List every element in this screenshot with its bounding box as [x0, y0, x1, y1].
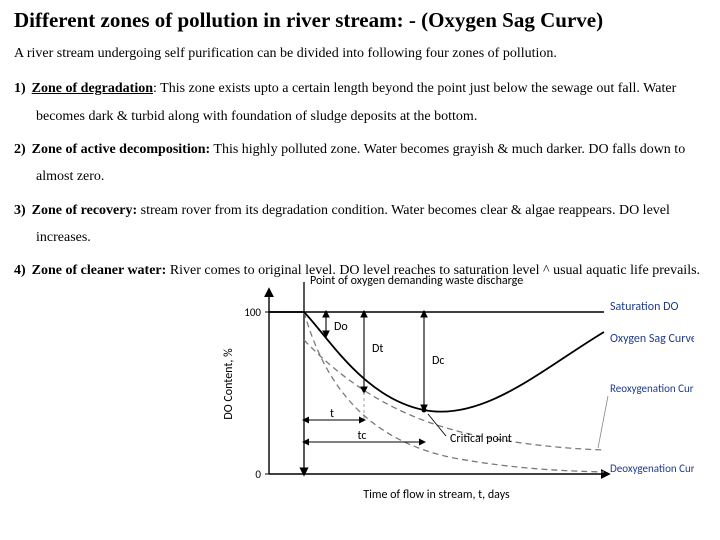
- sag-label: Oxygen Sag Curve: [610, 332, 694, 346]
- chart-svg: 0 100 DO Content, % Time of flow in stream,…: [214, 272, 694, 507]
- zone-label: Zone of recovery:: [32, 203, 137, 218]
- saturation-label: Saturation DO: [610, 300, 678, 314]
- list-item: 2)Zone of active decomposition: This hig…: [14, 136, 706, 191]
- oxygen-sag-chart: 0 100 DO Content, % Time of flow in stream,…: [214, 272, 694, 507]
- time-label-t: t: [330, 407, 334, 421]
- item-number: 2): [14, 142, 26, 157]
- critical-point-label: Critical point: [450, 432, 512, 446]
- time-label-tc: tc: [358, 429, 367, 443]
- page-title: Different zones of pollution in river st…: [14, 8, 706, 33]
- list-item: 3)Zone of recovery: stream rover from it…: [14, 197, 706, 252]
- x-axis-label: Time of flow in stream, t, days: [363, 488, 510, 502]
- deficit-label-Do: Do: [334, 320, 348, 334]
- zone-label: Zone of active decomposition:: [32, 142, 210, 157]
- item-number: 1): [14, 81, 26, 96]
- reoxy-label: Reoxygenation Curve: [610, 382, 694, 395]
- intro-text: A river stream undergoing self purificat…: [14, 43, 706, 65]
- item-number: 4): [14, 263, 26, 278]
- item-number: 3): [14, 203, 26, 218]
- discharge-label: Point of oxygen demanding waste discharg…: [310, 274, 523, 288]
- ytick-label: 100: [244, 306, 261, 319]
- deficit-label-Dt: Dt: [372, 342, 383, 356]
- zone-label: Zone of cleaner water:: [32, 263, 167, 278]
- zones-list: 1)Zone of degradation: This zone exists …: [14, 75, 706, 284]
- deoxy-label: Deoxygenation Curve: [610, 462, 694, 475]
- deoxy-curve: [304, 312, 604, 472]
- list-item: 1)Zone of degradation: This zone exists …: [14, 75, 706, 130]
- zone-label: Zone of degradation: [32, 81, 153, 96]
- y-axis-label: DO Content, %: [222, 348, 236, 420]
- critical-point: [422, 408, 427, 413]
- ytick-label: 0: [255, 468, 261, 481]
- deficit-label-Dc: Dc: [432, 354, 444, 368]
